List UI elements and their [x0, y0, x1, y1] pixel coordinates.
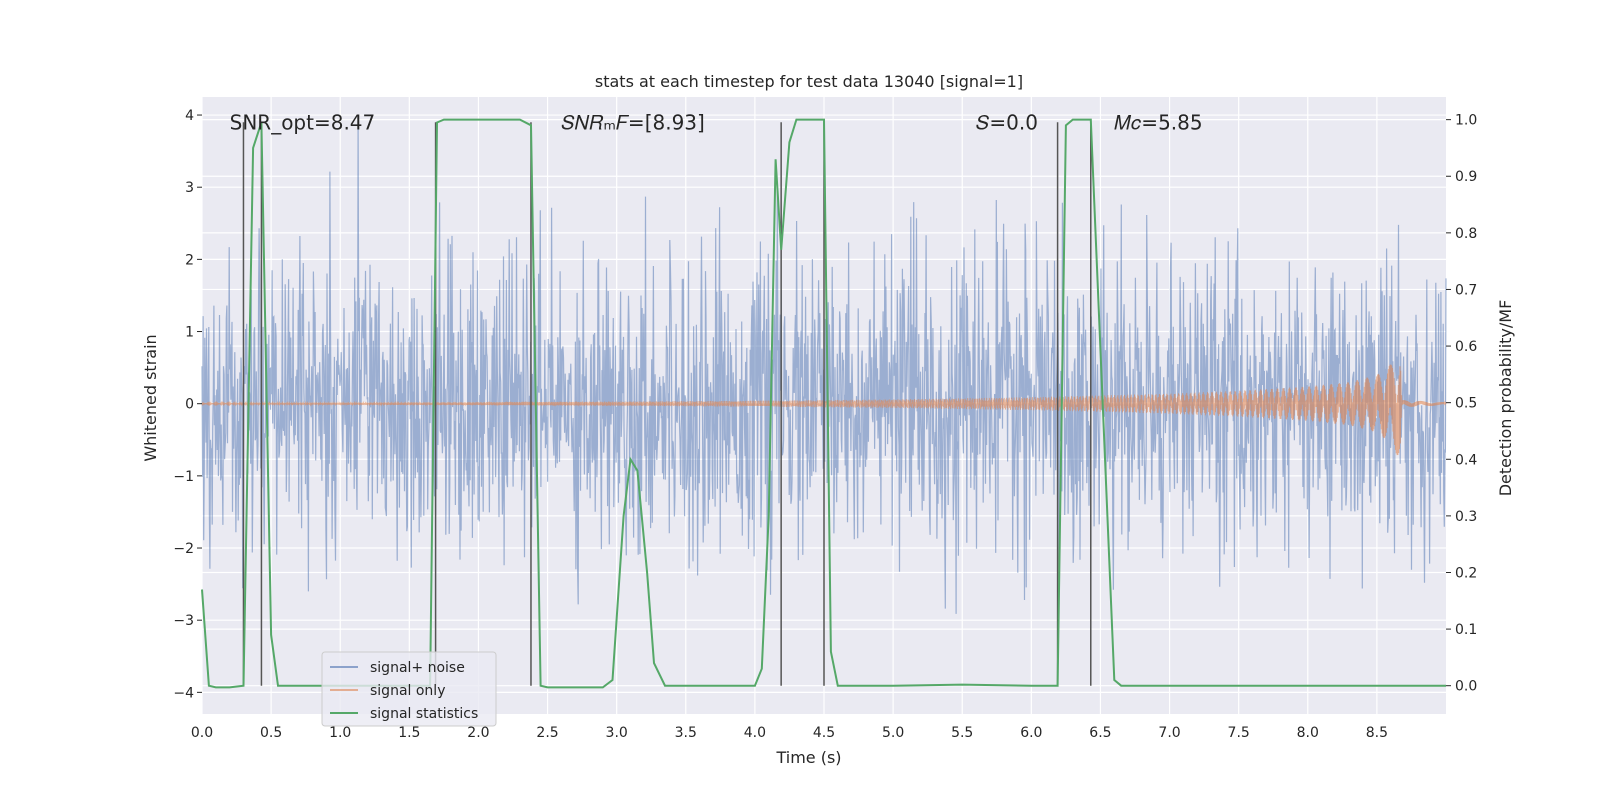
y-left-tick-label: 4 [185, 108, 194, 124]
y-left-tick-label: 2 [185, 252, 194, 268]
x-tick-label: 2.0 [467, 725, 489, 741]
y-right-tick-label: 0.2 [1455, 565, 1477, 581]
y-right-tick-label: 0.3 [1455, 509, 1477, 525]
y-left-tick-label: 1 [185, 325, 194, 341]
y-axis-right-label: Detection probability/MF [1496, 300, 1515, 497]
y-right-tick-label: 0.8 [1455, 226, 1477, 242]
annotation-text: 𝑆𝑁𝑅ₘ𝐹=[8.93] [561, 110, 704, 134]
x-tick-label: 6.5 [1089, 725, 1111, 741]
x-tick-label: 7.5 [1228, 725, 1250, 741]
y-right-tick-label: 0.1 [1455, 622, 1477, 638]
legend-label: signal+ noise [370, 660, 465, 676]
y-right-tick-label: 0.5 [1455, 396, 1477, 412]
x-tick-label: 6.0 [1020, 725, 1042, 741]
series-signal-statistics-line [201, 118, 1446, 689]
x-tick-label: 8.0 [1297, 725, 1319, 741]
legend-label: signal only [370, 683, 445, 699]
x-tick-label: 7.0 [1158, 725, 1180, 741]
y-right-tick-label: 0.4 [1455, 452, 1477, 468]
x-tick-label: 5.5 [951, 725, 973, 741]
y-right-tick-label: 1.0 [1455, 113, 1477, 129]
y-left-tick-label: −3 [173, 613, 194, 629]
x-tick-label: 0.5 [260, 725, 282, 741]
legend-label: signal statistics [370, 706, 478, 722]
y-left-tick-label: 3 [185, 180, 194, 196]
x-axis-label: Time (s) [775, 748, 841, 767]
x-tick-label: 3.0 [606, 725, 628, 741]
y-axis-left-label: Whitened strain [141, 334, 160, 461]
plot-area: −4 −3 −2 −1 0 1 2 3 4 0.0 0.1 0.2 0.3 0.4 0.5 0.6 0.7 0.8… [173, 97, 1477, 741]
chart-title: stats at each timestep for test data 130… [595, 72, 1023, 91]
annotation-text: 𝑆=0.0 [976, 110, 1038, 134]
y-right-tick-label: 0.9 [1455, 169, 1477, 185]
y-left-tick-label: −4 [173, 685, 194, 701]
legend-box [321, 651, 497, 727]
x-tick-label: 5.0 [882, 725, 904, 741]
y-right-tick-label: 0.6 [1455, 339, 1477, 355]
x-tick-label: 1.0 [329, 725, 351, 741]
x-tick-label: 2.5 [536, 725, 558, 741]
y-left-tick-label: 0 [185, 397, 194, 413]
y-right-tick-label: 0.7 [1455, 282, 1477, 298]
x-tick-label: 4.5 [813, 725, 835, 741]
x-tick-label: 1.5 [398, 725, 420, 741]
x-tick-label: 3.5 [675, 725, 697, 741]
x-tick-label: 4.0 [744, 725, 766, 741]
y-right-tick-label: 0.0 [1455, 679, 1477, 695]
y-left-tick-label: −1 [173, 469, 194, 485]
y-left-tick-label: −2 [173, 541, 194, 557]
annotation-text: 𝑀𝑐=5.85 [1114, 110, 1202, 134]
annotation-text: SNR_opt=8.47 [230, 110, 376, 134]
x-tick-label: 8.5 [1366, 725, 1388, 741]
x-tick-label: 0.0 [191, 725, 213, 741]
legend: signal+ noise signal only signal statistic… [321, 651, 497, 727]
